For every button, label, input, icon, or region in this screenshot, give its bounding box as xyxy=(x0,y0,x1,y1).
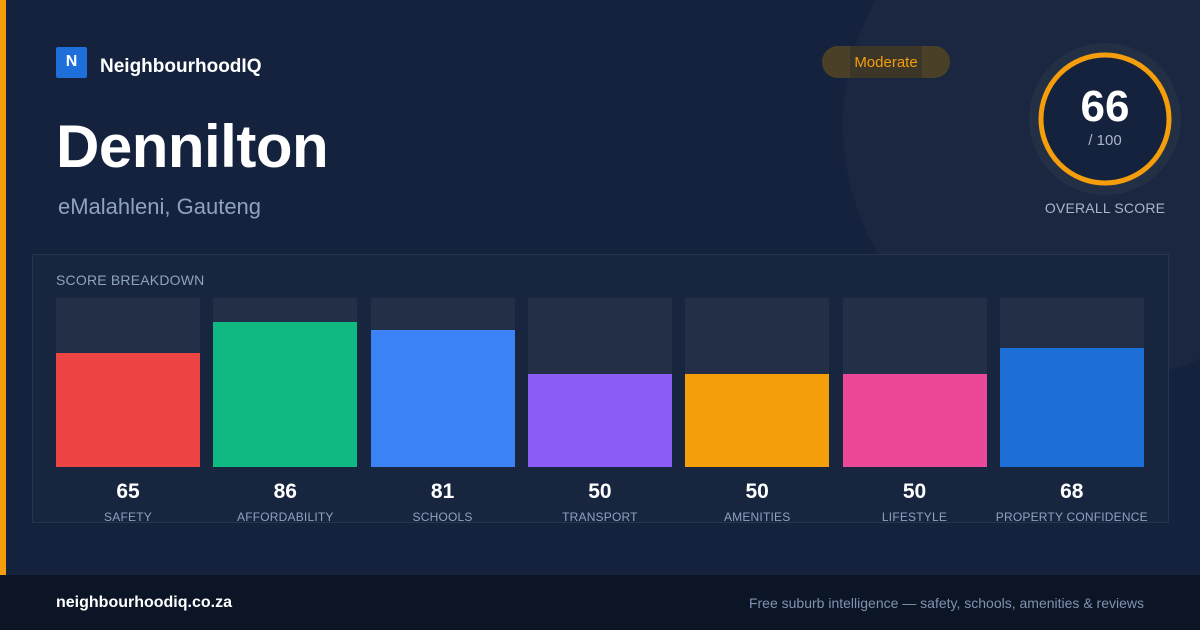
metric-value: 50 xyxy=(902,480,927,503)
metric-track xyxy=(213,298,358,467)
footer-url[interactable]: neighbourhoodiq.co.za xyxy=(56,594,232,611)
score-breakdown-panel: SCORE BREAKDOWN 65 SAFETY 86 AFFORDABILITY 8… xyxy=(32,254,1169,524)
suburb-name: Dennilton xyxy=(56,113,329,180)
metric-track xyxy=(56,298,200,467)
breakdown-title: SCORE BREAKDOWN xyxy=(56,272,205,288)
suburb-location: eMalahleni, Gauteng xyxy=(58,194,262,219)
metric-track xyxy=(370,298,515,467)
overall-score-ring: 66 / 100 xyxy=(1029,43,1181,195)
score-ring-icon xyxy=(1038,52,1172,186)
rating-badge: Moderate xyxy=(822,46,950,78)
metric-label: LIFESTYLE xyxy=(881,510,948,524)
metric-value: 50 xyxy=(588,480,612,503)
metric-label: AFFORDABILITY xyxy=(236,510,334,524)
metric-label: TRANSPORT xyxy=(562,510,638,524)
metric-track xyxy=(527,298,672,467)
metric-bar-fill xyxy=(56,353,200,467)
brand-name: NeighbourhoodIQ xyxy=(100,56,262,77)
metric-label: SCHOOLS xyxy=(412,510,473,524)
accent-bar xyxy=(0,0,6,575)
metric-track xyxy=(999,298,1144,467)
rating-badge-label: Moderate xyxy=(854,53,918,71)
share-card: N NeighbourhoodIQ Dennilton eMalahleni, … xyxy=(0,0,1181,575)
metric-bar-fill xyxy=(999,348,1144,467)
metric-track xyxy=(685,298,830,467)
metric-value: 68 xyxy=(1060,480,1084,503)
metric-bar-fill xyxy=(527,374,672,467)
metric-bar-fill xyxy=(370,330,515,467)
footer-tagline: Free suburb intelligence — safety, schoo… xyxy=(748,595,1144,611)
overall-score-max: / 100 xyxy=(1088,132,1122,149)
metric-value: 81 xyxy=(430,480,455,503)
brand: N NeighbourhoodIQ xyxy=(56,46,261,78)
metric-value: 86 xyxy=(273,480,297,503)
overall-score-value: 66 xyxy=(1080,82,1130,131)
metric-label: SAFETY xyxy=(104,510,152,524)
metric-track xyxy=(842,298,987,467)
metric-value: 50 xyxy=(745,480,769,503)
metric-label: AMENITIES xyxy=(723,510,791,524)
metric-value: 65 xyxy=(116,480,140,503)
metric-bar-fill xyxy=(842,374,987,467)
overall-score-label: OVERALL SCORE xyxy=(1044,200,1166,216)
metric-bar-fill xyxy=(685,374,830,467)
metric-bar-fill xyxy=(213,322,358,467)
footer: neighbourhoodiq.co.za Free suburb intell… xyxy=(0,575,1200,630)
brand-logo-icon: N xyxy=(56,46,87,78)
metric-label: PROPERTY CONFIDENCE xyxy=(995,510,1148,524)
